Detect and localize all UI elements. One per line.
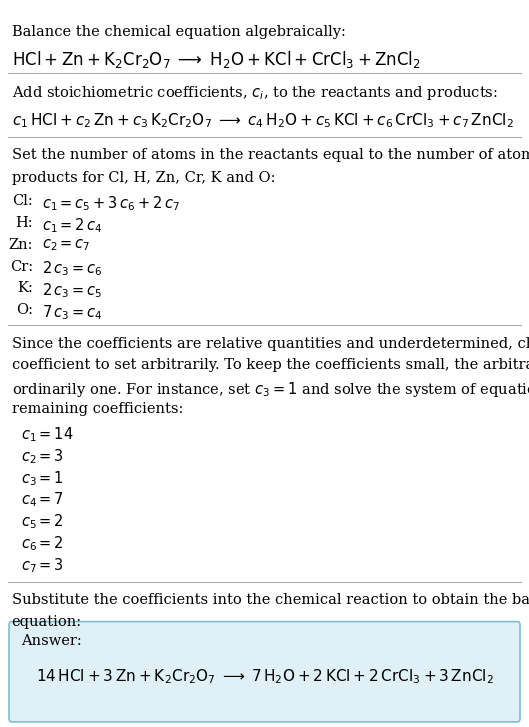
- Text: $c_2 = 3$: $c_2 = 3$: [21, 447, 64, 466]
- Text: $7\,c_3 = c_4$: $7\,c_3 = c_4$: [42, 303, 103, 322]
- Text: products for Cl, H, Zn, Cr, K and O:: products for Cl, H, Zn, Cr, K and O:: [12, 171, 275, 185]
- Text: $c_1 = 2\,c_4$: $c_1 = 2\,c_4$: [42, 216, 103, 235]
- Text: Cr:: Cr:: [10, 260, 33, 273]
- Text: $c_1 = c_5 + 3\,c_6 + 2\,c_7$: $c_1 = c_5 + 3\,c_6 + 2\,c_7$: [42, 194, 180, 213]
- Text: Cl:: Cl:: [12, 194, 33, 208]
- Text: H:: H:: [15, 216, 33, 230]
- Text: $c_1 = 14$: $c_1 = 14$: [21, 425, 74, 444]
- Text: $c_4 = 7$: $c_4 = 7$: [21, 491, 64, 510]
- Text: Set the number of atoms in the reactants equal to the number of atoms in the: Set the number of atoms in the reactants…: [12, 148, 529, 162]
- Text: Since the coefficients are relative quantities and underdetermined, choose a: Since the coefficients are relative quan…: [12, 337, 529, 350]
- Text: $c_5 = 2$: $c_5 = 2$: [21, 513, 64, 531]
- Text: $\mathrm{HCl + Zn + K_2Cr_2O_7 \;\longrightarrow\; H_2O + KCl + CrCl_3 + ZnCl_2}: $\mathrm{HCl + Zn + K_2Cr_2O_7 \;\longri…: [12, 49, 421, 71]
- Text: equation:: equation:: [12, 615, 82, 629]
- Text: $2\,c_3 = c_6$: $2\,c_3 = c_6$: [42, 260, 103, 278]
- Text: $14\,\mathrm{HCl} + 3\,\mathrm{Zn} + \mathrm{K_2Cr_2O_7} \;\longrightarrow\; 7\,: $14\,\mathrm{HCl} + 3\,\mathrm{Zn} + \ma…: [35, 667, 494, 686]
- Text: ordinarily one. For instance, set $c_3 = 1$ and solve the system of equations fo: ordinarily one. For instance, set $c_3 =…: [12, 380, 529, 399]
- Text: Substitute the coefficients into the chemical reaction to obtain the balanced: Substitute the coefficients into the che…: [12, 593, 529, 607]
- Text: Balance the chemical equation algebraically:: Balance the chemical equation algebraica…: [12, 25, 345, 39]
- Text: $c_6 = 2$: $c_6 = 2$: [21, 534, 64, 553]
- Text: $c_1\,\mathrm{HCl} + c_2\,\mathrm{Zn} + c_3\,\mathrm{K_2Cr_2O_7} \;\longrightarr: $c_1\,\mathrm{HCl} + c_2\,\mathrm{Zn} + …: [12, 111, 513, 130]
- Text: coefficient to set arbitrarily. To keep the coefficients small, the arbitrary va: coefficient to set arbitrarily. To keep …: [12, 358, 529, 372]
- Text: $c_3 = 1$: $c_3 = 1$: [21, 469, 64, 488]
- Text: Answer:: Answer:: [21, 634, 82, 648]
- Text: $2\,c_3 = c_5$: $2\,c_3 = c_5$: [42, 281, 103, 300]
- Text: K:: K:: [17, 281, 33, 295]
- Text: $c_7 = 3$: $c_7 = 3$: [21, 556, 64, 575]
- Text: O:: O:: [16, 303, 33, 317]
- Text: $c_2 = c_7$: $c_2 = c_7$: [42, 238, 91, 254]
- FancyBboxPatch shape: [9, 622, 520, 722]
- Text: Zn:: Zn:: [8, 238, 33, 252]
- Text: remaining coefficients:: remaining coefficients:: [12, 402, 183, 416]
- Text: Add stoichiometric coefficients, $c_i$, to the reactants and products:: Add stoichiometric coefficients, $c_i$, …: [12, 84, 497, 103]
